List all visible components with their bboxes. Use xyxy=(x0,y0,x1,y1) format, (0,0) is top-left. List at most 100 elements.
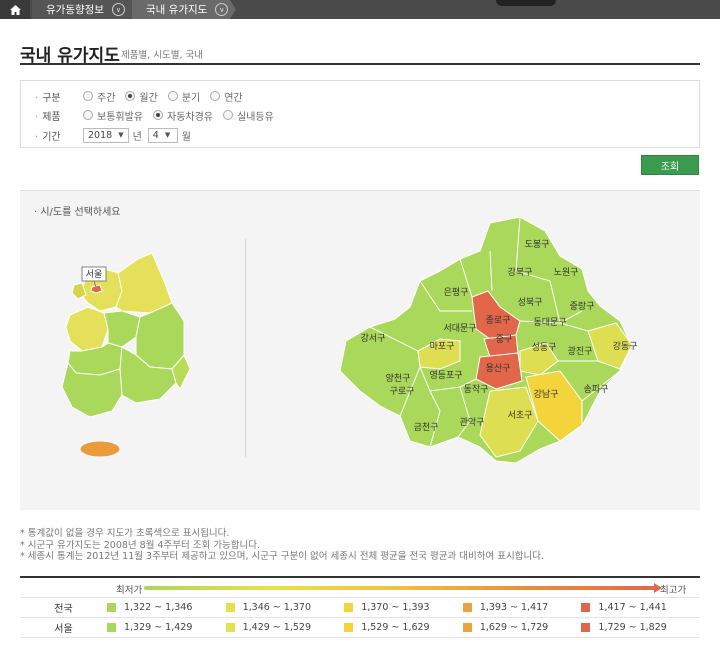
date-label: 기간 xyxy=(21,128,83,143)
map-panel: · 시/도를 선택하세요 서울 xyxy=(20,190,700,510)
label-dobong: 도봉구 xyxy=(525,239,550,250)
label-gangdong: 강동구 xyxy=(613,341,638,352)
region-jeju[interactable] xyxy=(79,440,121,458)
radio-product-diesel[interactable]: 자동차경유 xyxy=(153,108,213,123)
seoul-tag: 서울 xyxy=(86,269,103,280)
month-unit: 월 xyxy=(181,131,191,143)
page-title: 국내 유가지도 xyxy=(20,46,120,66)
region-chungbuk[interactable] xyxy=(103,310,141,348)
dropdown-arrow-icon: ▼ xyxy=(164,131,171,139)
region-busan[interactable] xyxy=(171,354,191,390)
label-jung: 중구 xyxy=(496,334,513,345)
district-borders xyxy=(369,216,621,448)
product-label: 제품 xyxy=(21,108,83,123)
home-icon xyxy=(9,4,21,15)
page-subtitle: 제품별, 시도별, 국내 xyxy=(121,50,203,61)
home-button[interactable] xyxy=(0,0,30,19)
radio-period-weekly[interactable]: 주간 xyxy=(83,89,115,104)
legend-cell: 1,329 ~ 1,429 xyxy=(106,622,226,633)
label-gangseo: 강서구 xyxy=(361,333,386,344)
radio-icon xyxy=(83,110,93,120)
radio-period-quarterly[interactable]: 분기 xyxy=(167,89,200,104)
callout-line xyxy=(93,280,97,288)
label-gangnam: 강남구 xyxy=(534,389,559,400)
radio-icon xyxy=(83,91,93,101)
color-swatch xyxy=(581,623,591,632)
decorative-tab xyxy=(496,0,556,6)
legend-cell: 1,417 ~ 1,441 xyxy=(581,602,700,613)
breadcrumb-label: 국내 유가지도 xyxy=(146,4,208,16)
top-nav-bar: 유가동향정보 ∨ 국내 유가지도 ∨ xyxy=(0,0,720,19)
map-hint: · 시/도를 선택하세요 xyxy=(34,207,121,218)
label-yeongdeungpo: 영등포구 xyxy=(429,370,462,381)
notes: * 통계값이 없을 경우 지도가 초록색으로 표시됩니다. * 시군구 유가지도… xyxy=(20,528,544,563)
gradient-row: 최저가 최고가 xyxy=(20,578,700,598)
district-gangnam[interactable] xyxy=(525,370,583,442)
search-button[interactable]: 조회 xyxy=(641,155,699,175)
label-geumcheon: 금천구 xyxy=(414,422,439,433)
region-chungnam[interactable] xyxy=(65,306,109,352)
breadcrumb-oil-map[interactable]: 국내 유가지도 ∨ xyxy=(132,0,236,19)
note-2: * 시군구 유가지도는 2008년 8월 4주부터 조회 가능합니다. xyxy=(20,539,260,551)
radio-period-yearly[interactable]: 연간 xyxy=(210,89,243,104)
region-incheon[interactable] xyxy=(71,282,87,300)
map-divider xyxy=(245,239,246,457)
breadcrumb-label: 유가동향정보 xyxy=(46,4,104,16)
color-swatch xyxy=(462,603,472,612)
district-yongsan[interactable] xyxy=(475,352,523,390)
legend-cell: 1,346 ~ 1,370 xyxy=(225,602,345,613)
legend-row-national: 전국 1,322 ~ 1,346 1,346 ~ 1,370 1,370 ~ 1… xyxy=(20,598,700,618)
label-gangbuk: 강북구 xyxy=(508,267,533,278)
legend-cell: 1,393 ~ 1,417 xyxy=(462,602,582,613)
korea-map: 서울 xyxy=(61,252,191,458)
legend-row-seoul: 서울 1,329 ~ 1,429 1,429 ~ 1,529 1,529 ~ 1… xyxy=(20,618,700,638)
region-jeonnam[interactable] xyxy=(61,361,123,418)
label-yongsan: 용산구 xyxy=(486,363,511,374)
filter-row-product: 제품 보통휘발유 자동차경유 실내등유 xyxy=(21,105,699,125)
radio-period-monthly[interactable]: 월간 xyxy=(125,89,158,104)
month-select[interactable]: 4 ▼ xyxy=(147,127,178,143)
label-seongbuk: 성북구 xyxy=(518,297,543,308)
label-mapo: 마포구 xyxy=(430,341,455,352)
label-yangcheon: 양천구 xyxy=(386,373,411,384)
radio-icon xyxy=(153,110,163,120)
color-swatch xyxy=(106,623,116,632)
legend-row-label: 서울 xyxy=(54,624,73,635)
gradient-bar xyxy=(144,586,660,590)
label-seocho: 서초구 xyxy=(508,410,533,421)
region-gangwon[interactable] xyxy=(115,252,173,314)
district-labels: 도봉구 강북구 노원구 은평구 성북구 중랑구 종로구 동대문구 서대문구 강서… xyxy=(361,239,638,433)
label-nowon: 노원구 xyxy=(554,267,579,278)
year-select[interactable]: 2018 ▼ xyxy=(83,127,129,143)
color-swatch xyxy=(581,603,591,612)
legend-cell: 1,629 ~ 1,729 xyxy=(462,622,582,633)
filter-row-period: 구분 주간 월간 분기 연간 xyxy=(21,86,699,106)
price-legend: 최저가 최고가 전국 1,322 ~ 1,346 1,346 ~ 1,370 1… xyxy=(20,576,700,638)
legend-cell: 1,370 ~ 1,393 xyxy=(344,602,463,613)
district-gangdong[interactable] xyxy=(587,322,633,370)
region-seoul[interactable] xyxy=(90,284,103,294)
radio-icon xyxy=(167,91,178,101)
label-gwanak: 관악구 xyxy=(460,416,485,428)
legend-low-label: 최저가 xyxy=(116,585,143,596)
district-seocho[interactable] xyxy=(479,386,539,458)
district-jongno[interactable] xyxy=(471,290,521,340)
note-1: * 통계값이 없을 경우 지도가 초록색으로 표시됩니다. xyxy=(20,528,230,539)
radio-icon xyxy=(223,110,233,120)
color-swatch xyxy=(106,603,116,612)
label-seongdong: 성동구 xyxy=(532,342,557,353)
label-dongjak: 동작구 xyxy=(464,384,489,395)
color-swatch xyxy=(344,623,354,632)
label-seodaemun: 서대문구 xyxy=(443,323,476,334)
label-songpa: 송파구 xyxy=(584,384,609,395)
chevron-down-icon: ∨ xyxy=(111,3,125,16)
legend-cell: 1,429 ~ 1,529 xyxy=(225,622,345,633)
color-swatch xyxy=(225,623,235,632)
radio-product-kerosene[interactable]: 실내등유 xyxy=(223,108,274,123)
label-eunpyeong: 은평구 xyxy=(444,287,469,298)
radio-product-gasoline[interactable]: 보통휘발유 xyxy=(83,108,143,123)
note-3: * 세종시 통계는 2012년 11월 3주부터 제공하고 있으며, 시군구 구… xyxy=(20,551,544,562)
label-jongno: 종로구 xyxy=(486,315,511,326)
filter-panel: 구분 주간 월간 분기 연간 제품 보통휘발유 자동차경유 실내등유 기간 20… xyxy=(20,80,700,148)
breadcrumb-oil-trend[interactable]: 유가동향정보 ∨ xyxy=(32,0,132,19)
